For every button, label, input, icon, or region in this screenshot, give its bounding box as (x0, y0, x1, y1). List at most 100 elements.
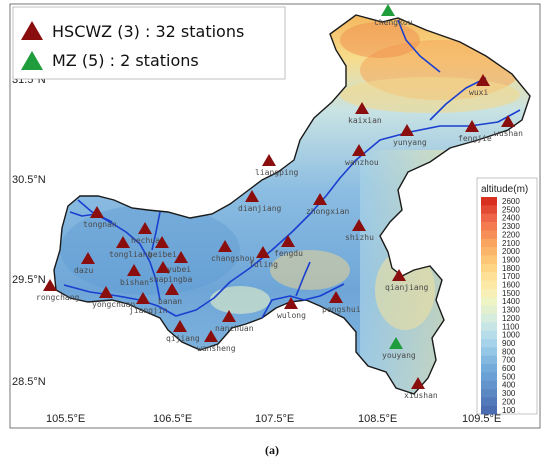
colorbar-swatch (481, 305, 497, 315)
station-label: qijiang (166, 334, 200, 343)
colorbar-swatch (481, 197, 497, 206)
colorbar-tick-label: 2500 (502, 205, 520, 214)
station-marker-icon (381, 4, 395, 16)
station-label: pengshui (322, 305, 361, 314)
station-label: dazu (74, 266, 93, 275)
station-label: fuling (249, 260, 278, 269)
colorbar-swatch (481, 330, 497, 340)
station-marker-icon (156, 261, 170, 273)
colorbar-swatch (481, 288, 497, 298)
colorbar-tick-label: 1000 (502, 331, 520, 340)
colorbar-tick-label: 2200 (502, 230, 520, 239)
station-marker-icon (313, 193, 327, 205)
colorbar-tick-label: 600 (502, 364, 516, 373)
station-marker-icon (411, 377, 425, 389)
station-label: qianjiang (385, 283, 429, 292)
station-label: nanchuan (215, 324, 254, 333)
station-label: wanzhou (345, 158, 379, 167)
colorbar-swatch (481, 247, 497, 256)
station-label: liangping (255, 168, 299, 177)
colorbar-tick-label: 500 (502, 372, 516, 381)
colorbar-swatch (481, 405, 497, 415)
colorbar-swatch (481, 205, 497, 214)
colorbar-swatches: 2600250024002300220021002000190018001700… (481, 197, 520, 415)
station-label: changshou (211, 254, 255, 263)
station-label: dianjiang (238, 204, 282, 213)
station-label: youyang (382, 351, 416, 360)
colorbar-swatch (481, 322, 497, 331)
station-label: wansheng (197, 344, 236, 353)
station-label: fengjie (458, 134, 492, 143)
colorbar-swatch (481, 313, 497, 323)
map-legend: HSCWZ (3) : 32 stations MZ (5) : 2 stati… (12, 6, 286, 80)
station-label: kaixian (348, 116, 382, 125)
colorbar-swatch (481, 297, 497, 306)
colorbar-tick-label: 900 (502, 339, 516, 348)
colorbar-tick-label: 1600 (502, 281, 520, 290)
station-marker-icon (204, 330, 218, 342)
colorbar-tick-label: 200 (502, 397, 516, 406)
lon-label: 105.5°E (46, 413, 85, 425)
colorbar-swatch (481, 263, 497, 273)
colorbar-tick-label: 2100 (502, 239, 520, 248)
station-label: rongchang (36, 293, 80, 302)
colorbar-swatch (481, 230, 497, 240)
station-label: jiangjin (129, 306, 168, 315)
station-label: yongchuan (92, 300, 136, 309)
station-label: tongliang (109, 250, 153, 259)
mz-triangle-icon (21, 51, 43, 70)
figure-caption: (a) (265, 443, 279, 457)
lat-label: 30.5°N (12, 174, 46, 186)
colorbar-tick-label: 1700 (502, 272, 520, 281)
station-label: yubei (167, 265, 191, 274)
colorbar-swatch (481, 338, 497, 348)
station-label: bishan (120, 278, 149, 287)
station-marker-icon (352, 219, 366, 231)
colorbar-swatch (481, 272, 497, 281)
station-marker-icon (281, 235, 295, 247)
colorbar-tick-label: 700 (502, 356, 516, 365)
lat-label: 29.5°N (12, 274, 46, 286)
colorbar-tick-label: 300 (502, 389, 516, 398)
station-marker-icon (174, 251, 188, 263)
colorbar-swatch (481, 397, 497, 407)
station-marker-icon (465, 120, 479, 132)
station-marker-icon (245, 190, 259, 202)
station-marker-icon (127, 264, 141, 276)
station-label: chengkou (374, 18, 413, 27)
station-label: yunyang (393, 138, 427, 147)
legend-box (12, 6, 286, 80)
longitude-axis: 105.5°E 106.5°E 107.5°E 108.5°E 109.5°E (46, 413, 501, 425)
station-label: wushan (494, 129, 523, 138)
station-label: shizhu (345, 233, 374, 242)
colorbar-tick-label: 1500 (502, 289, 520, 298)
station-marker-icon (222, 310, 236, 322)
station-marker-icon (218, 240, 232, 252)
station-marker-icon (43, 279, 57, 291)
colorbar-tick-label: 1200 (502, 314, 520, 323)
station-marker-icon (173, 320, 187, 332)
colorbar-swatch (481, 255, 497, 265)
lon-label: 108.5°E (358, 413, 397, 425)
colorbar-swatch (481, 372, 497, 381)
station-label: fengdu (274, 249, 303, 258)
colorbar-swatch (481, 380, 497, 390)
station-label: xiushan (404, 391, 438, 400)
station-marker-icon (155, 236, 169, 248)
station-label: wulong (277, 311, 306, 320)
colorbar-swatch (481, 222, 497, 231)
station-label: beibei (148, 250, 177, 259)
station-label: hechuan (131, 236, 165, 245)
legend-label-mz: MZ (5) : 2 stations (52, 51, 199, 70)
colorbar-tick-label: 2000 (502, 247, 520, 256)
colorbar-tick-label: 2600 (502, 197, 520, 206)
station-marker-icon (90, 206, 104, 218)
station-label: shapingba (149, 275, 193, 284)
lat-label: 28.5°N (12, 376, 46, 388)
station-marker-icon (138, 222, 152, 234)
colorbar-tick-label: 100 (502, 406, 516, 415)
altitude-colorbar: altitude(m) 2600250024002300220021002000… (476, 177, 538, 415)
station-marker-icon (165, 283, 179, 295)
colorbar-title: altitude(m) (481, 184, 528, 195)
